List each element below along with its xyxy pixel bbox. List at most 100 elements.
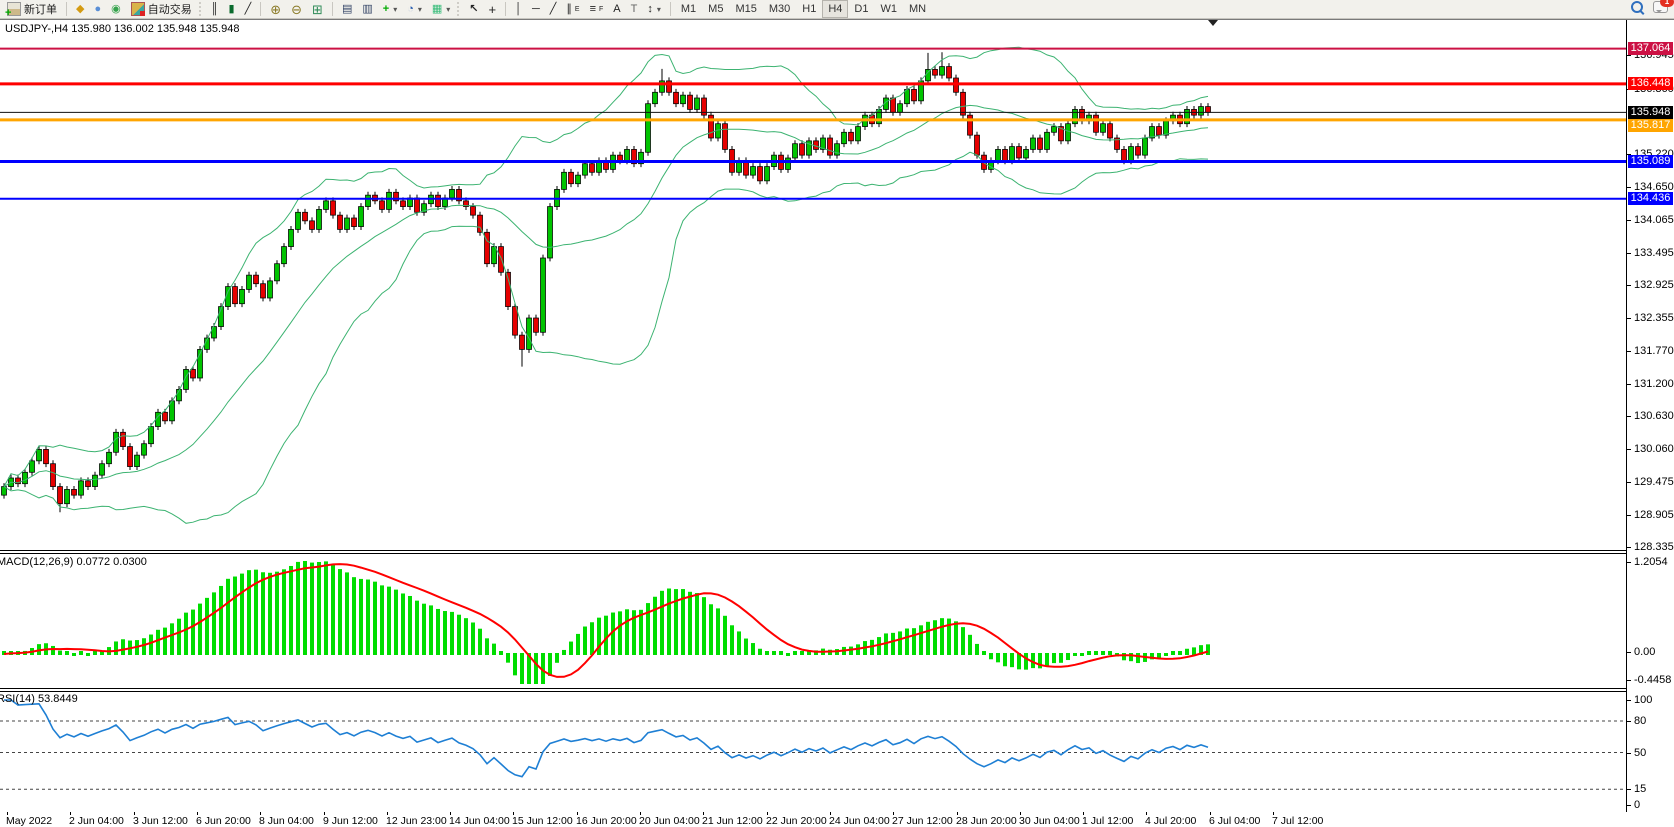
- timeframe-M30[interactable]: M30: [768, 3, 791, 15]
- macd-histogram-bar: [590, 622, 594, 655]
- time-axis[interactable]: May 2022 2 Jun 04:00 3 Jun 12:00 6 Jun 20:0…: [0, 812, 1674, 827]
- macd-histogram-bar: [681, 589, 685, 655]
- timeframe-MN[interactable]: MN: [908, 3, 927, 15]
- macd-histogram-bar: [947, 618, 951, 655]
- candle-up: [841, 131, 847, 145]
- channel-tool[interactable]: ∥ E: [562, 0, 583, 18]
- macd-histogram-bar: [1003, 653, 1007, 667]
- text-tool[interactable]: A: [609, 0, 624, 18]
- macd-histogram-bar: [1024, 653, 1028, 670]
- macd-histogram-bar: [226, 578, 230, 655]
- candle-down: [799, 143, 805, 156]
- candle-down: [1205, 106, 1211, 113]
- candle-down: [484, 231, 490, 265]
- candle-up: [652, 91, 658, 105]
- time-tick: [1020, 812, 1021, 815]
- pane-divider-rsi[interactable]: [0, 688, 1627, 689]
- macd-histogram-bar: [1185, 648, 1189, 655]
- timeframe-M5[interactable]: M5: [708, 3, 724, 15]
- price-axis[interactable]: 136.945136.360135.220134.650134.065133.4…: [1626, 20, 1674, 812]
- macd-histogram-bar: [884, 633, 888, 655]
- time-label: 28 Jun 20:00: [956, 815, 1017, 827]
- macd-histogram-bar: [324, 561, 328, 655]
- new-order-button[interactable]: 新订单: [3, 0, 61, 19]
- gold-diamond-button[interactable]: ◆: [72, 0, 88, 18]
- timeframe-W1[interactable]: W1: [880, 3, 897, 15]
- macd-histogram-bar: [912, 628, 916, 655]
- arrange-charts-b-button[interactable]: ▥: [358, 0, 376, 18]
- line-chart-button[interactable]: ╱: [241, 0, 256, 18]
- new-chart-button[interactable]: + ▾: [379, 0, 401, 18]
- macd-histogram-bar: [240, 573, 244, 655]
- macd-histogram-bar: [744, 638, 748, 655]
- candle-up: [316, 209, 322, 230]
- template-button[interactable]: ▦ ▾: [428, 0, 454, 18]
- autotrading-button[interactable]: 自动交易: [127, 0, 196, 18]
- timeframe-M1[interactable]: M1: [680, 3, 697, 15]
- candle-up: [386, 191, 392, 210]
- macd-histogram-bar: [1045, 653, 1049, 666]
- horizontal-line-tool[interactable]: ─: [528, 0, 544, 18]
- zoom-out-button[interactable]: ⊖: [287, 0, 306, 18]
- arrange-charts-a-button[interactable]: ▤: [338, 0, 356, 18]
- notifications-button[interactable]: 1: [1653, 0, 1674, 16]
- time-tick: [1146, 812, 1147, 815]
- chart-canvas[interactable]: [0, 20, 1626, 812]
- pane-divider-macd[interactable]: [0, 550, 1627, 551]
- time-tick: [260, 812, 261, 815]
- macd-histogram-bar: [1094, 651, 1098, 655]
- macd-histogram-bar: [380, 585, 384, 655]
- rsi-scale-label: 50: [1634, 747, 1647, 759]
- arrows-tool[interactable]: ↕ ▾: [643, 0, 665, 18]
- vertical-line-tool[interactable]: │: [511, 0, 526, 18]
- timeframe-H1[interactable]: H1: [802, 3, 817, 15]
- candle-up: [365, 194, 371, 207]
- candle-down: [701, 97, 707, 116]
- time-label: 24 Jun 04:00: [829, 815, 890, 827]
- macd-histogram-bar: [527, 653, 531, 684]
- price-badge-135.948: 135.948: [1628, 106, 1673, 119]
- time-tick: [387, 812, 388, 815]
- candle-up: [1009, 146, 1015, 162]
- fibo-sub-label: F: [599, 5, 604, 13]
- time-label: 16 Jun 20:00: [576, 815, 637, 827]
- macd-histogram-bar: [898, 631, 902, 655]
- candle-up: [806, 140, 812, 156]
- signals-button[interactable]: ◉: [107, 0, 125, 18]
- timeframe-H4[interactable]: H4: [822, 0, 849, 18]
- pane-divider-macd[interactable]: [0, 553, 1627, 554]
- crosshair-button[interactable]: +: [485, 0, 501, 18]
- chart-shift-marker[interactable]: [1208, 20, 1218, 26]
- macd-histogram-bar: [499, 651, 503, 655]
- timeframe-D1[interactable]: D1: [854, 3, 869, 15]
- crosshair-icon: +: [488, 1, 497, 17]
- candle-up: [288, 229, 294, 247]
- trendline-tool[interactable]: ╱: [546, 0, 561, 18]
- macd-histogram-bar: [86, 653, 90, 656]
- timeframe-M15[interactable]: M15: [735, 3, 757, 15]
- pane-divider-rsi[interactable]: [0, 691, 1627, 692]
- zoom-in-button[interactable]: ⊕: [266, 0, 285, 18]
- candle-up: [449, 189, 455, 199]
- search-button[interactable]: [1631, 1, 1643, 16]
- cursor-button[interactable]: ↖: [465, 0, 482, 18]
- messenger-button[interactable]: ●: [90, 0, 105, 18]
- macd-histogram-bar: [1017, 653, 1021, 670]
- macd-histogram-bar: [1108, 651, 1112, 655]
- macd-histogram-bar: [779, 651, 783, 655]
- candle-down: [757, 166, 763, 182]
- period-clock-button[interactable]: ◔ ▾: [403, 0, 426, 18]
- macd-histogram-bar: [142, 638, 146, 655]
- template-icon: ▦: [431, 2, 443, 15]
- time-tick: [767, 812, 768, 815]
- macd-histogram-bar: [996, 653, 1000, 663]
- fibonacci-tool[interactable]: ≡ F: [586, 0, 608, 18]
- bar-chart-button[interactable]: ║: [207, 0, 223, 18]
- price-badge-134.436: 134.436: [1628, 192, 1673, 205]
- tile-windows-button[interactable]: ⊞: [308, 0, 327, 18]
- candlestick-button[interactable]: ▮: [225, 0, 239, 18]
- chart-title: USDJPY-,H4 135.980 136.002 135.948 135.9…: [5, 23, 240, 35]
- text-label-tool[interactable]: T: [627, 0, 642, 18]
- candle-up: [64, 489, 70, 505]
- signals-icon: ◉: [111, 2, 121, 15]
